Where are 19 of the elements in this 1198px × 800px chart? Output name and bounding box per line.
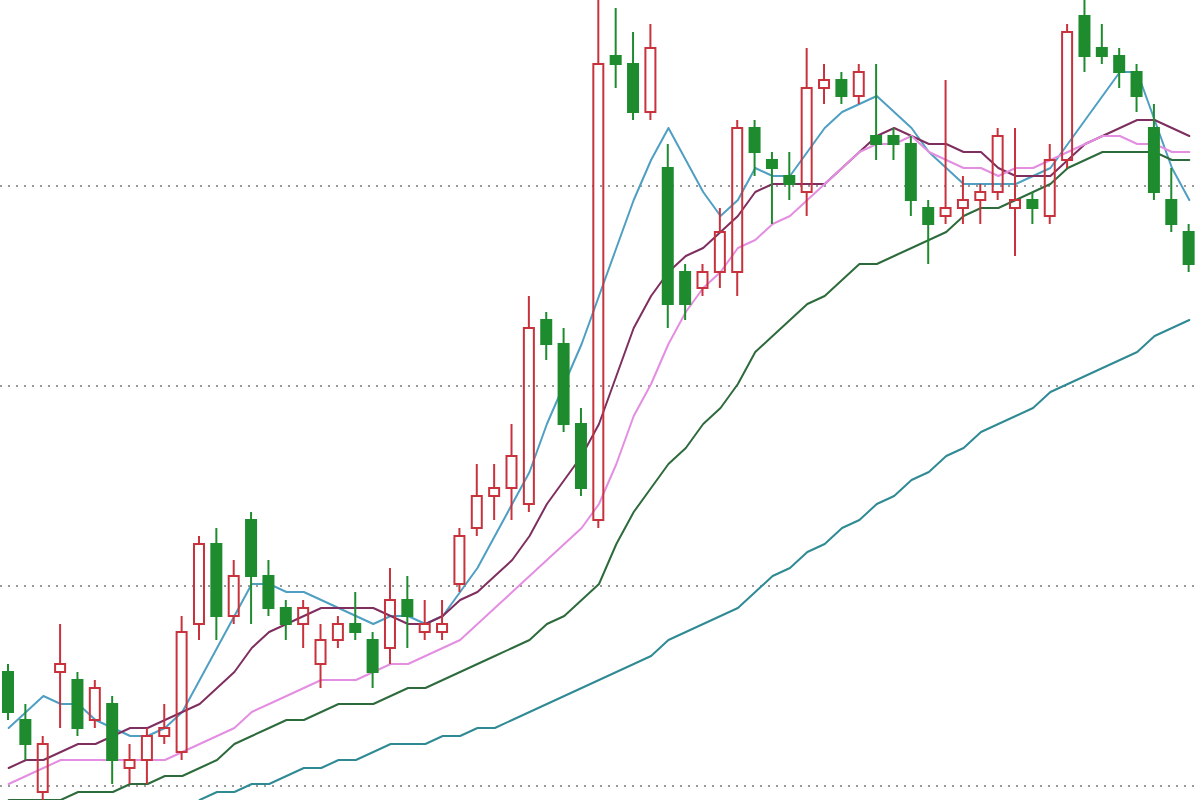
candlestick [870,63,883,161]
candlestick [609,7,622,89]
candlestick [314,623,327,689]
candlestick [713,207,726,289]
candlestick [505,423,518,521]
candlestick [661,143,674,329]
candlestick [210,527,223,641]
candlestick [1078,0,1091,73]
candlestick [401,575,414,649]
candlestick [1009,127,1022,257]
candlestick [783,151,796,201]
candlestick [19,703,32,761]
candlestick [818,63,831,105]
candlestick [800,47,813,217]
candlestick [123,743,136,785]
candlestick [54,623,67,729]
candlestick [383,567,396,665]
candlestick [956,175,969,225]
candlestick [488,463,501,521]
